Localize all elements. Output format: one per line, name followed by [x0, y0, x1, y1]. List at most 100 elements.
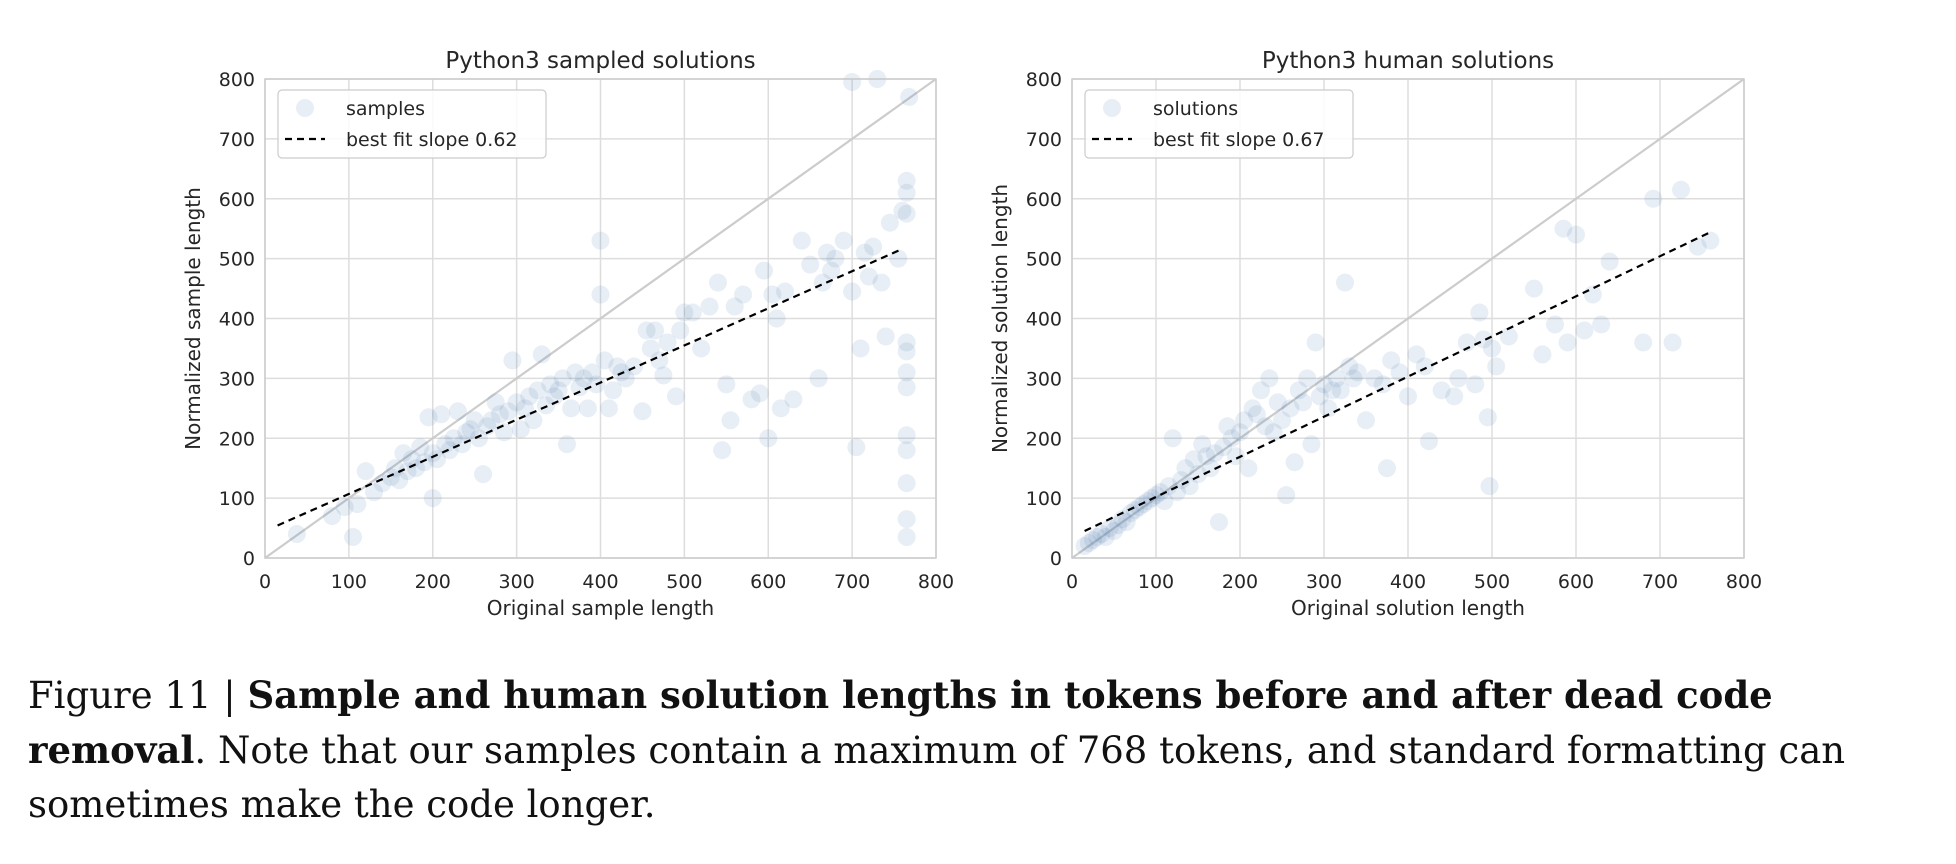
data-point: [595, 351, 614, 370]
data-point: [545, 387, 564, 406]
data-point: [776, 282, 795, 301]
data-point: [1373, 375, 1392, 394]
data-point: [637, 321, 656, 340]
data-point: [1327, 369, 1346, 388]
data-point: [453, 435, 472, 454]
data-point: [1575, 321, 1594, 340]
y-tick-label: 700: [219, 129, 255, 151]
best-fit-line: [1084, 231, 1711, 533]
data-point: [725, 297, 744, 316]
data-point: [482, 411, 501, 430]
data-point: [1592, 315, 1611, 334]
data-point: [1231, 423, 1249, 442]
data-point: [583, 363, 602, 382]
data-point: [423, 489, 442, 508]
data-point: [859, 267, 878, 286]
data-point: [1180, 477, 1199, 496]
data-point: [604, 381, 623, 400]
data-point: [524, 411, 543, 430]
data-point: [1701, 231, 1720, 250]
data-point: [1222, 429, 1241, 448]
data-point: [1256, 417, 1275, 436]
data-point: [792, 231, 811, 250]
data-point: [1378, 459, 1396, 478]
data-point: [897, 171, 916, 190]
x-tick-label: 300: [498, 571, 534, 593]
data-point: [1075, 537, 1094, 556]
data-point: [717, 375, 736, 394]
y-tick-label: 800: [219, 69, 255, 91]
data-point: [1218, 417, 1237, 436]
legend-box: [277, 89, 547, 159]
data-point: [549, 381, 568, 400]
data-point: [826, 249, 845, 268]
data-point: [1155, 492, 1174, 511]
data-point: [750, 384, 769, 403]
data-point: [713, 441, 732, 460]
figure-caption: Figure 11 | Sample and human solution le…: [28, 668, 1938, 832]
data-point: [897, 510, 916, 529]
data-point: [553, 369, 572, 388]
data-point: [625, 357, 644, 376]
legend: solutions best fit slope 0.67: [1084, 89, 1354, 159]
data-point: [1474, 330, 1493, 349]
data-point: [390, 471, 409, 490]
data-point: [1407, 345, 1426, 364]
data-point: [889, 249, 908, 268]
data-point: [671, 321, 690, 340]
data-point: [474, 465, 493, 484]
data-point: [734, 285, 753, 304]
data-point: [1323, 381, 1342, 400]
data-point: [427, 450, 446, 469]
data-point: [1092, 525, 1111, 544]
data-point: [1100, 519, 1119, 538]
x-tick-label: 400: [1390, 571, 1426, 593]
data-point: [287, 525, 306, 544]
data-point: [1357, 411, 1375, 430]
caption-bold: Sample and human solution lengths in tok…: [28, 673, 1773, 772]
plot-frame: [264, 78, 937, 559]
data-point: [1470, 303, 1489, 322]
data-point: [1483, 339, 1501, 358]
x-tick-label: 700: [1642, 571, 1678, 593]
data-point: [1567, 225, 1585, 244]
x-axis-label: Original sample length: [487, 596, 714, 620]
data-point: [755, 261, 774, 280]
data-point: [897, 441, 916, 460]
data-point: [1273, 411, 1291, 430]
data-point: [591, 285, 610, 304]
data-point: [1281, 399, 1300, 418]
data-point: [348, 495, 367, 514]
data-point: [516, 399, 535, 418]
data-point: [900, 87, 919, 106]
data-point: [465, 411, 484, 430]
data-point: [1247, 405, 1266, 424]
data-point: [532, 345, 551, 364]
data-point: [1445, 387, 1464, 406]
legend-box: [1084, 89, 1354, 159]
data-point: [1399, 387, 1417, 406]
data-point: [1210, 513, 1228, 532]
data-point: [1205, 444, 1224, 463]
data-point: [855, 243, 874, 262]
data-point: [641, 339, 660, 358]
data-point: [834, 231, 853, 250]
x-tick-label: 800: [918, 571, 954, 593]
data-point: [847, 438, 866, 457]
data-point: [759, 429, 778, 448]
data-point: [1252, 381, 1270, 400]
data-point: [1310, 387, 1329, 406]
data-point: [557, 435, 576, 454]
data-point: [528, 381, 547, 400]
data-point: [851, 339, 870, 358]
data-point: [469, 429, 488, 448]
x-tick-label: 200: [415, 571, 451, 593]
x-tick-label: 300: [1306, 571, 1342, 593]
y-tick-label: 800: [1026, 69, 1062, 91]
data-point: [1558, 333, 1577, 352]
x-tick-label: 700: [834, 571, 870, 593]
data-point: [415, 453, 434, 472]
data-point: [742, 390, 761, 409]
x-tick-label: 400: [582, 571, 618, 593]
data-point: [570, 378, 589, 397]
